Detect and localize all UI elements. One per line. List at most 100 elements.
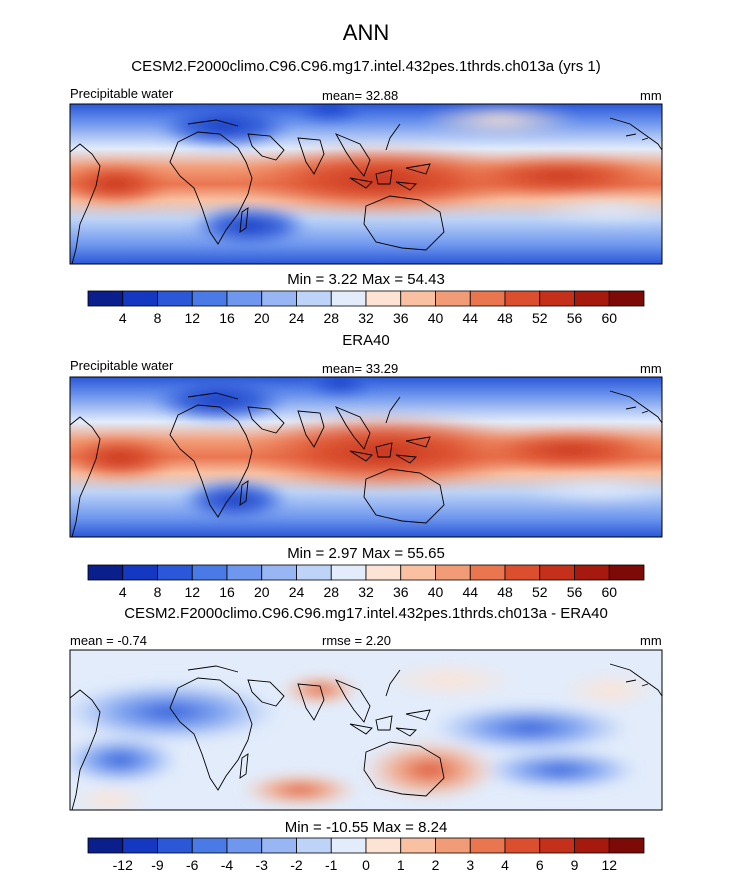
colorbar-swatch <box>574 290 610 307</box>
colorbar-swatch <box>574 837 610 854</box>
panel-1-subtitle: CESM2.F2000climo.C96.C96.mg17.intel.432p… <box>131 58 601 75</box>
colorbar-tick-label: 40 <box>428 310 444 326</box>
colorbar-tick-label: 56 <box>567 310 583 326</box>
colorbar-swatch <box>296 564 332 581</box>
colorbar-swatch <box>330 564 367 581</box>
colorbar-swatch <box>539 564 575 581</box>
page-title: ANN <box>342 20 390 45</box>
colorbar-tick-label: 28 <box>323 310 339 326</box>
colorbar-swatch <box>122 564 158 581</box>
panel-3-map <box>69 649 663 811</box>
colorbar-swatch <box>330 837 367 854</box>
colorbar-swatch <box>435 564 471 581</box>
colorbar-swatch <box>469 564 506 581</box>
colorbar-swatch <box>365 837 402 854</box>
panel-2-units-label: mm <box>640 361 662 376</box>
panel-1-units-label: mm <box>640 88 662 103</box>
colorbar-tick-label: 8 <box>154 310 162 326</box>
colorbar-tick-label: 2 <box>432 857 440 873</box>
panel-3-units-label: mm <box>640 633 662 648</box>
colorbar-tick-label: 48 <box>497 310 513 326</box>
colorbar-swatch <box>87 564 124 581</box>
colorbar-tick-label: -3 <box>256 857 269 873</box>
colorbar-swatch <box>365 290 402 307</box>
colorbar-tick-label: 44 <box>462 584 478 600</box>
colorbar-swatch <box>574 564 610 581</box>
colorbar-tick-label: 24 <box>289 584 305 600</box>
colorbar-swatch <box>191 837 228 854</box>
colorbar-tick-label: 32 <box>358 310 374 326</box>
colorbar-swatch <box>504 837 541 854</box>
colorbar-swatch <box>157 837 193 854</box>
colorbar-tick-label: 56 <box>567 584 583 600</box>
colorbar-tick-label: 44 <box>462 310 478 326</box>
colorbar-tick-label: 32 <box>358 584 374 600</box>
colorbar-tick-label: 36 <box>393 584 409 600</box>
colorbar-swatch <box>226 837 263 854</box>
colorbar-tick-label: -9 <box>151 857 164 873</box>
colorbar-swatch <box>539 290 575 307</box>
colorbar-tick-label: -12 <box>113 857 133 873</box>
colorbar-tick-label: 20 <box>254 310 270 326</box>
panel-1-map <box>69 103 663 265</box>
panel-3-subtitle: CESM2.F2000climo.C96.C96.mg17.intel.432p… <box>124 605 608 622</box>
panel-3-minmax: Min = -10.55 Max = 8.24 <box>284 819 448 836</box>
colorbar-tick-label: 16 <box>219 584 235 600</box>
colorbar-swatch <box>157 290 193 307</box>
colorbar-swatch <box>296 290 332 307</box>
colorbar-swatch <box>539 837 575 854</box>
colorbar-tick-label: 0 <box>362 857 370 873</box>
colorbar-tick-label: 4 <box>119 584 127 600</box>
colorbar-swatch <box>191 290 228 307</box>
panel-2-subtitle: ERA40 <box>342 332 390 349</box>
colorbar-swatch <box>261 837 297 854</box>
colorbar-swatch <box>191 564 228 581</box>
colorbar-swatch <box>261 290 297 307</box>
colorbar-tick-label: 24 <box>289 310 305 326</box>
colorbar-tick-label: 8 <box>154 584 162 600</box>
colorbar-swatch <box>261 564 297 581</box>
colorbar-tick-label: 52 <box>532 584 548 600</box>
colorbar-swatch <box>469 290 506 307</box>
colorbar-tick-label: -2 <box>290 857 303 873</box>
panel-3-rmse-label: rmse = 2.20 <box>322 633 392 648</box>
colorbar-swatch <box>504 290 541 307</box>
colorbar-tick-label: 52 <box>532 310 548 326</box>
colorbar-tick-label: 1 <box>397 857 405 873</box>
panel-1-mean-label: mean= 32.88 <box>322 88 399 103</box>
colorbar-tick-label: 6 <box>536 857 544 873</box>
colorbar-swatch <box>87 837 124 854</box>
colorbar-swatch <box>504 564 541 581</box>
colorbar-swatch <box>365 564 402 581</box>
panel-1-minmax: Min = 3.22 Max = 54.43 <box>287 271 445 288</box>
colorbar-swatch <box>400 290 436 307</box>
colorbar-tick-label: 40 <box>428 584 444 600</box>
panel-1-variable-label: Precipitable water <box>70 86 174 101</box>
colorbar-swatch <box>608 564 645 581</box>
colorbar-swatch <box>157 564 193 581</box>
colorbar-swatch <box>400 564 436 581</box>
panel-2-variable-label: Precipitable water <box>70 358 174 373</box>
colorbar-2: 4 8 12 16 20 24 28 32 36 40 44 48 52 56 60 <box>87 564 645 600</box>
colorbar-tick-label: 28 <box>323 584 339 600</box>
colorbar-swatch <box>608 290 645 307</box>
colorbar-1: 4 8 12 16 20 24 28 32 36 40 44 48 52 56 60 <box>87 290 645 326</box>
panel-2-map <box>69 376 663 538</box>
colorbar-tick-label: -1 <box>325 857 338 873</box>
colorbar-swatch <box>226 290 263 307</box>
colorbar-tick-label: 3 <box>466 857 474 873</box>
colorbar-tick-label: 9 <box>571 857 579 873</box>
colorbar-tick-label: 48 <box>497 584 513 600</box>
colorbar-swatch <box>435 290 471 307</box>
colorbar-swatch <box>226 564 263 581</box>
colorbar-tick-label: -4 <box>221 857 234 873</box>
colorbar-3: -12 -9 -6 -4 -3 -2 -1 0 1 2 3 4 6 9 12 <box>87 837 645 873</box>
colorbar-swatch <box>296 837 332 854</box>
colorbar-swatch <box>435 837 471 854</box>
colorbar-tick-label: 60 <box>601 310 617 326</box>
colorbar-swatch <box>469 837 506 854</box>
colorbar-swatch <box>330 290 367 307</box>
colorbar-tick-label: 60 <box>601 584 617 600</box>
panel-2-minmax: Min = 2.97 Max = 55.65 <box>287 545 445 562</box>
